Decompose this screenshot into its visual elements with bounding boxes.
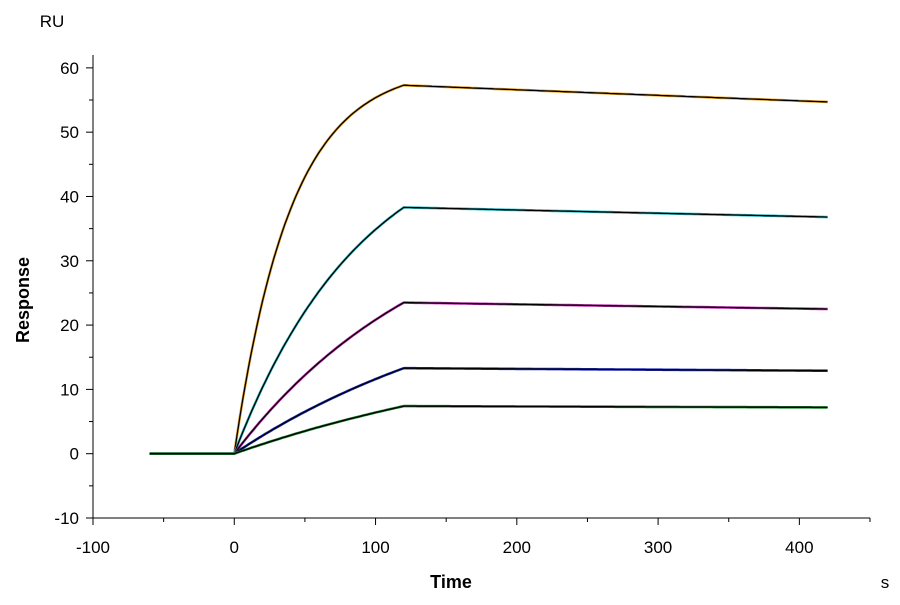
x-tick-label: 200 xyxy=(503,538,531,557)
x-tick-label: 400 xyxy=(785,538,813,557)
fit-series-1 xyxy=(149,84,828,455)
y-tick-label: 50 xyxy=(60,123,79,142)
y-unit-label: RU xyxy=(40,12,65,31)
y-axis-title: Response xyxy=(13,257,33,343)
y-tick-label: 40 xyxy=(60,187,79,206)
y-tick-label: 30 xyxy=(60,252,79,271)
fit-series-5 xyxy=(149,405,828,455)
y-tick-label: 60 xyxy=(60,59,79,78)
data-series-3 xyxy=(149,301,828,456)
fit-series-3 xyxy=(149,301,828,455)
fit-series-4 xyxy=(149,367,828,455)
x-tick-label: -100 xyxy=(76,538,110,557)
data-series-2 xyxy=(149,206,828,456)
x-tick-label: 0 xyxy=(230,538,239,557)
y-tick-label: 10 xyxy=(60,380,79,399)
curves xyxy=(149,83,828,456)
y-tick-label: 20 xyxy=(60,316,79,335)
x-tick-label: 100 xyxy=(361,538,389,557)
x-tick-label: 300 xyxy=(644,538,672,557)
y-tick-label: 0 xyxy=(70,445,79,464)
fit-series-2 xyxy=(149,206,828,455)
x-axis-title: Time xyxy=(430,572,472,592)
y-tick-label: -10 xyxy=(54,509,79,528)
data-series-1 xyxy=(149,83,828,456)
x-unit-label: s xyxy=(881,573,890,592)
